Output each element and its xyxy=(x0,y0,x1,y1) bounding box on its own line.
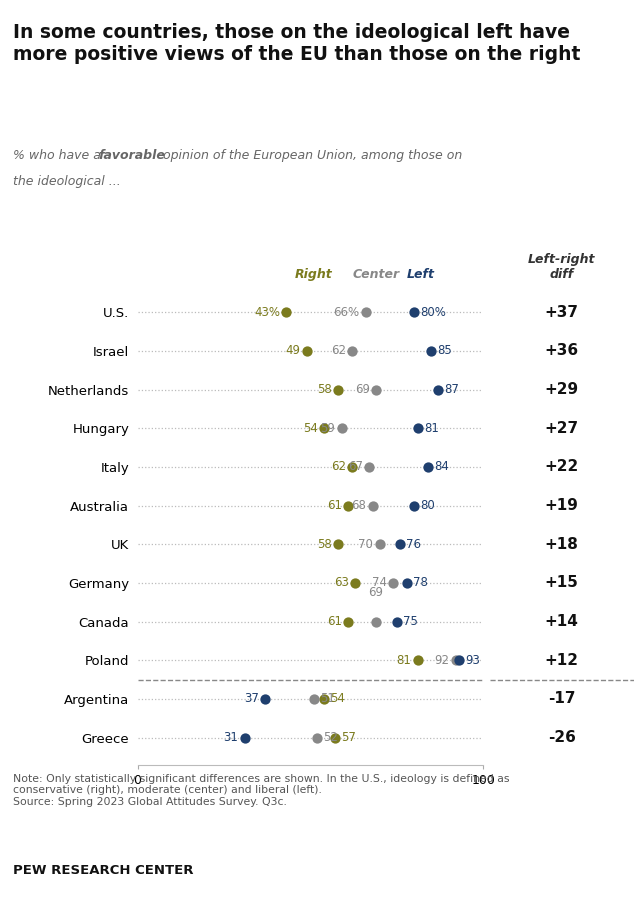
Point xyxy=(337,421,347,435)
Text: 63: 63 xyxy=(334,576,349,589)
Text: 62: 62 xyxy=(331,344,346,357)
Point xyxy=(350,576,360,590)
Point xyxy=(388,576,399,590)
Point xyxy=(371,614,381,629)
Text: Note: Only statistically significant differences are shown. In the U.S., ideolog: Note: Only statistically significant dif… xyxy=(13,774,509,807)
Text: 85: 85 xyxy=(438,344,452,357)
Text: 51: 51 xyxy=(320,692,335,706)
Text: opinion of the European Union, among those on: opinion of the European Union, among tho… xyxy=(159,149,463,162)
Text: 69: 69 xyxy=(355,383,370,396)
Point xyxy=(412,421,422,435)
Text: 74: 74 xyxy=(372,576,387,589)
Text: 49: 49 xyxy=(285,344,301,357)
Point xyxy=(360,305,371,319)
Point xyxy=(364,460,374,474)
Text: % who have a: % who have a xyxy=(13,149,105,162)
Text: 37: 37 xyxy=(244,692,259,706)
Point xyxy=(343,499,353,513)
Text: Right: Right xyxy=(295,268,333,281)
Point xyxy=(392,614,402,629)
Text: Left-right
diff: Left-right diff xyxy=(528,252,595,281)
Text: 67: 67 xyxy=(348,461,363,473)
Point xyxy=(347,460,357,474)
Point xyxy=(454,653,464,668)
Text: 93: 93 xyxy=(465,653,480,667)
Text: PEW RESEARCH CENTER: PEW RESEARCH CENTER xyxy=(13,864,193,877)
Text: 70: 70 xyxy=(358,538,373,551)
Point xyxy=(347,344,357,358)
Point xyxy=(423,460,433,474)
Point xyxy=(412,653,422,668)
Point xyxy=(319,421,330,435)
Point xyxy=(308,691,319,706)
Text: 43%: 43% xyxy=(254,306,280,319)
Text: Left: Left xyxy=(407,268,435,281)
Point xyxy=(409,499,419,513)
Text: 52: 52 xyxy=(324,731,339,744)
Point xyxy=(333,537,343,551)
Text: +27: +27 xyxy=(545,421,579,435)
Point xyxy=(239,730,250,745)
Text: 61: 61 xyxy=(327,499,342,512)
Text: 92: 92 xyxy=(435,653,449,667)
Text: 75: 75 xyxy=(403,615,418,628)
Text: +36: +36 xyxy=(545,343,579,358)
Text: 57: 57 xyxy=(341,731,356,744)
Text: +15: +15 xyxy=(545,576,579,590)
Text: -17: -17 xyxy=(548,691,575,707)
Text: 62: 62 xyxy=(331,461,346,473)
Point xyxy=(433,382,444,396)
Text: 84: 84 xyxy=(434,461,449,473)
Text: the ideological ...: the ideological ... xyxy=(13,175,120,187)
Text: 68: 68 xyxy=(351,499,366,512)
Text: 87: 87 xyxy=(445,383,460,396)
Text: -26: -26 xyxy=(548,730,575,745)
Text: 80%: 80% xyxy=(420,306,446,319)
Point xyxy=(281,305,291,319)
Point xyxy=(395,537,405,551)
Text: favorable: favorable xyxy=(99,149,165,162)
Point xyxy=(371,382,381,396)
Text: 58: 58 xyxy=(317,383,332,396)
Point xyxy=(330,730,340,745)
Text: +29: +29 xyxy=(545,382,579,397)
Text: 58: 58 xyxy=(317,538,332,551)
Text: 69: 69 xyxy=(369,586,383,599)
Point xyxy=(312,730,323,745)
Text: 76: 76 xyxy=(406,538,422,551)
Text: 59: 59 xyxy=(321,422,335,434)
Text: In some countries, those on the ideological left have
more positive views of the: In some countries, those on the ideologi… xyxy=(13,23,580,63)
Text: 61: 61 xyxy=(327,615,342,628)
Text: +18: +18 xyxy=(545,537,579,552)
Text: 81: 81 xyxy=(396,653,412,667)
Text: +19: +19 xyxy=(545,498,579,513)
Text: 81: 81 xyxy=(424,422,438,434)
Text: +37: +37 xyxy=(545,305,579,319)
Point xyxy=(367,499,378,513)
Text: Center: Center xyxy=(353,268,399,281)
Text: 66%: 66% xyxy=(333,306,360,319)
Point xyxy=(319,691,330,706)
Point xyxy=(302,344,312,358)
Point xyxy=(374,537,385,551)
Text: 54: 54 xyxy=(303,422,318,434)
Point xyxy=(260,691,271,706)
Point xyxy=(343,614,353,629)
Text: 54: 54 xyxy=(330,692,346,706)
Text: +14: +14 xyxy=(545,614,579,629)
Text: 78: 78 xyxy=(413,576,428,589)
Point xyxy=(451,653,461,668)
Point xyxy=(402,576,412,590)
Point xyxy=(333,382,343,396)
Text: 80: 80 xyxy=(420,499,435,512)
Point xyxy=(409,305,419,319)
Text: +12: +12 xyxy=(545,653,579,668)
Text: 31: 31 xyxy=(223,731,239,744)
Point xyxy=(426,344,436,358)
Text: +22: +22 xyxy=(545,460,579,474)
